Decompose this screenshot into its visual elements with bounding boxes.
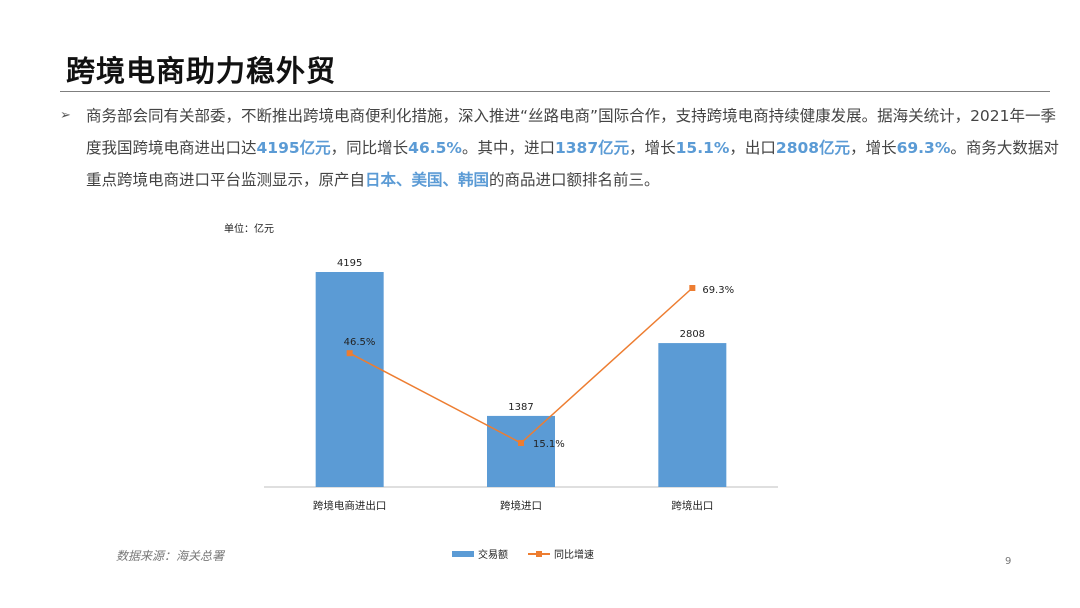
- paragraph-run: ，增长: [850, 139, 897, 157]
- bar-value-label: 1387: [508, 402, 533, 413]
- data-source: 数据来源：海关总署: [116, 549, 225, 563]
- x-tick-label: 跨境电商进出口: [313, 499, 387, 512]
- chart-legend: 交易额 同比增速: [452, 546, 614, 561]
- paragraph-run: 。商务大数据对重点跨境电商进口平台监测显示，原产自: [86, 139, 1059, 189]
- highlighted-figure: 69.3%: [896, 139, 951, 157]
- slide-title: 跨境电商助力稳外贸: [66, 54, 337, 88]
- bar-2: [658, 343, 727, 487]
- legend-item-line: 同比增速: [528, 546, 594, 561]
- page-number: 9: [1005, 556, 1012, 567]
- title-divider: [60, 91, 1050, 92]
- bar-0: [315, 272, 384, 487]
- growth-point-0: [346, 350, 353, 357]
- highlighted-figure: 1387亿元: [554, 139, 630, 157]
- bar-value-label: 2808: [680, 329, 705, 340]
- highlighted-figure: 46.5%: [408, 139, 462, 157]
- growth-value-label: 46.5%: [344, 337, 376, 348]
- highlighted-figure: 4195亿元: [256, 139, 331, 157]
- highlighted-figure: 2808亿元: [775, 139, 851, 157]
- paragraph-run: 。其中，进口: [461, 139, 555, 157]
- bullet-arrow-icon: ➢: [60, 108, 71, 123]
- legend-line-label: 同比增速: [554, 550, 594, 561]
- unit-label: 单位：亿元: [224, 224, 274, 235]
- growth-point-1: [518, 440, 524, 446]
- paragraph-run: 的商品进口额排名前三。: [489, 171, 660, 189]
- summary-text: 商务部会同有关部委，不断推出跨境电商便利化措施，深入推进“丝路电商”国际合作，支…: [86, 100, 1060, 196]
- paragraph-run: 商务部会同有关部委，不断推出跨境电商便利化措施，深入推进“丝路电商”国际合作，支…: [86, 107, 1057, 157]
- paragraph-run: ，出口: [729, 139, 776, 157]
- bar-value-label: 4195: [337, 258, 362, 269]
- growth-value-label: 69.3%: [702, 285, 734, 296]
- legend-line-swatch: [528, 550, 550, 557]
- paragraph-run: ，增长: [629, 139, 676, 157]
- legend-item-bar: 交易额: [452, 546, 508, 561]
- summary-paragraph: ➢ 商务部会同有关部委，不断推出跨境电商便利化措施，深入推进“丝路电商”国际合作…: [60, 100, 1060, 196]
- bar-1: [487, 415, 555, 487]
- legend-bar-swatch: [452, 550, 474, 557]
- highlighted-figure: 日本、美国、韩国: [365, 171, 490, 189]
- highlighted-figure: 15.1%: [675, 139, 730, 157]
- x-tick-label: 跨境出口: [671, 499, 713, 512]
- growth-point-2: [689, 285, 696, 291]
- growth-value-label: 15.1%: [533, 439, 565, 450]
- legend-bar-label: 交易额: [478, 550, 508, 561]
- x-tick-label: 跨境进口: [500, 499, 542, 512]
- paragraph-run: ，同比增长: [330, 139, 409, 157]
